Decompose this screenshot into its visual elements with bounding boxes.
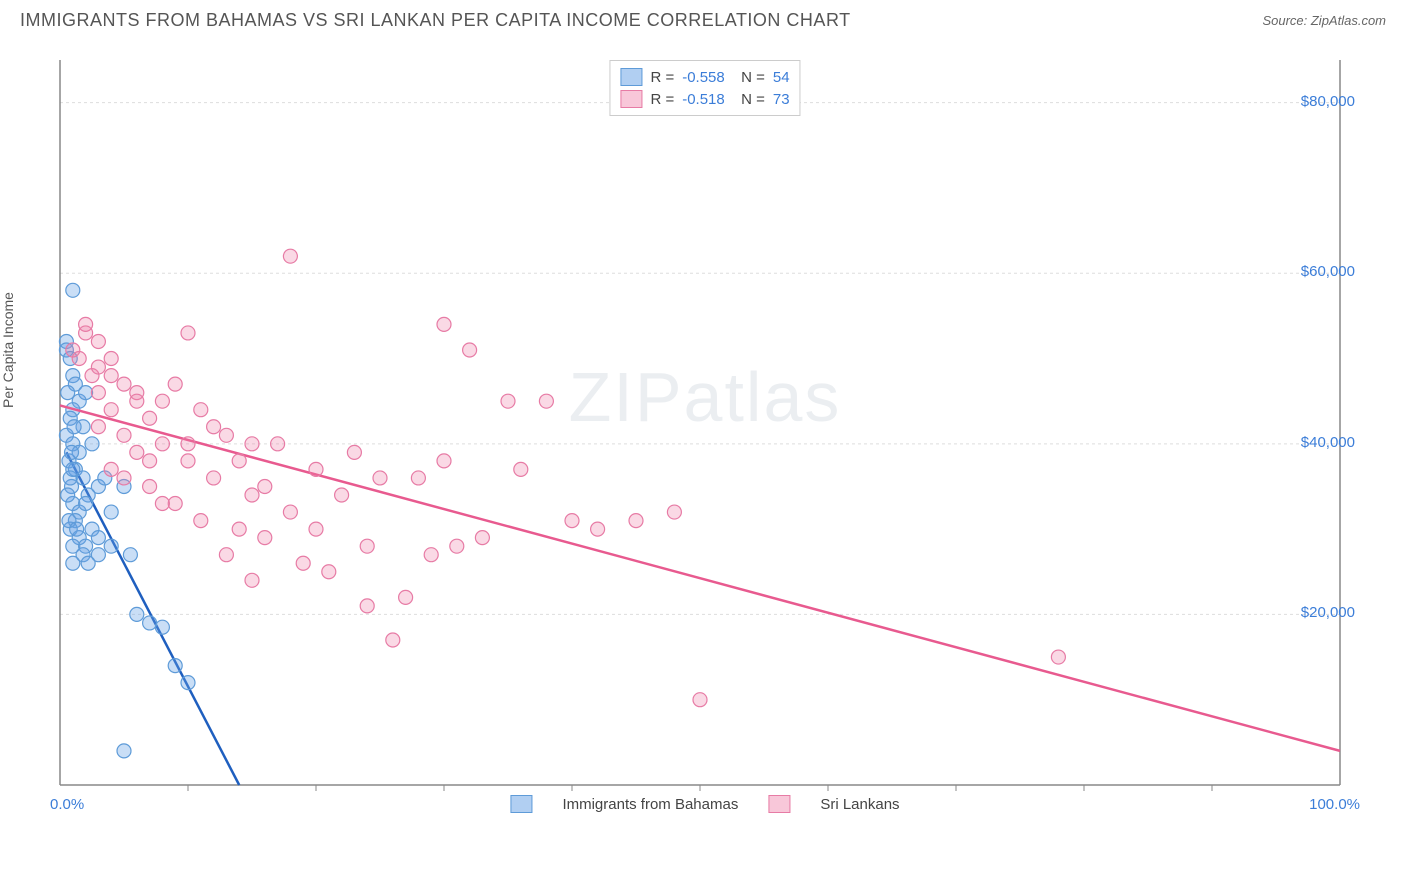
x-tick-max: 100.0% [1309,796,1360,813]
r-value-srilankans: -0.518 [682,91,725,108]
n-value-bahamas: 54 [773,69,790,86]
swatch-bahamas-bottom [510,795,532,813]
r-value-bahamas: -0.558 [682,69,725,86]
scatter-chart: ZIPatlas R = -0.558 N = 54 R = -0.518 N … [50,55,1360,815]
r-label: R = [650,91,674,108]
chart-svg [50,55,1360,815]
correlation-legend: R = -0.558 N = 54 R = -0.518 N = 73 [609,60,800,116]
legend-label-bahamas: Immigrants from Bahamas [562,796,738,813]
legend-label-srilankans: Sri Lankans [820,796,899,813]
chart-header: IMMIGRANTS FROM BAHAMAS VS SRI LANKAN PE… [0,0,1406,36]
n-label: N = [733,69,765,86]
y-axis-label: Per Capita Income [0,292,16,408]
n-label: N = [733,91,765,108]
series-legend: Immigrants from Bahamas Sri Lankans [510,795,899,813]
x-tick-min: 0.0% [50,796,84,813]
r-label: R = [650,69,674,86]
y-tick-label: $60,000 [1301,263,1355,280]
y-tick-label: $20,000 [1301,604,1355,621]
swatch-srilankans [620,90,642,108]
chart-title: IMMIGRANTS FROM BAHAMAS VS SRI LANKAN PE… [20,10,851,31]
swatch-srilankans-bottom [768,795,790,813]
y-tick-label: $40,000 [1301,434,1355,451]
y-tick-label: $80,000 [1301,93,1355,110]
source-attribution: Source: ZipAtlas.com [1262,13,1386,28]
legend-row-bahamas: R = -0.558 N = 54 [620,66,789,88]
swatch-bahamas [620,68,642,86]
legend-row-srilankans: R = -0.518 N = 73 [620,88,789,110]
n-value-srilankans: 73 [773,91,790,108]
